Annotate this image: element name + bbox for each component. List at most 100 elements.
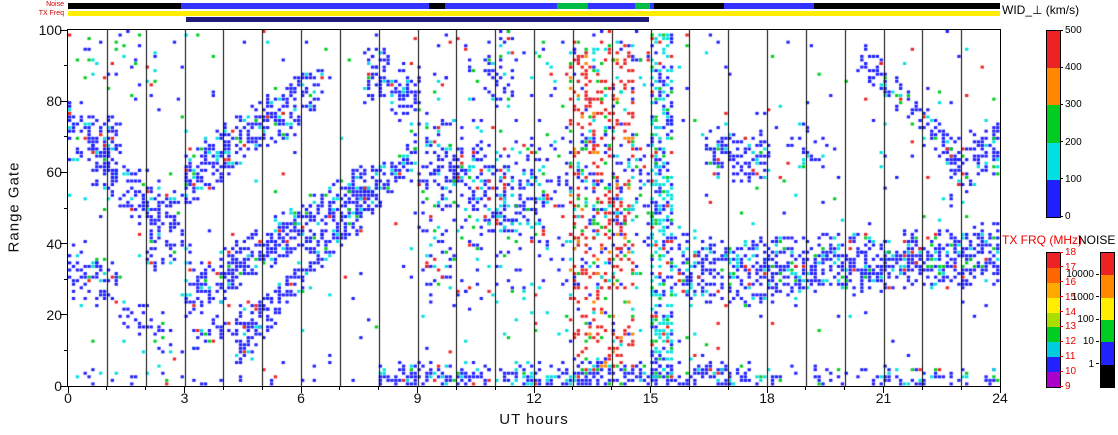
x-tick-label: 21 xyxy=(875,390,892,406)
x-tick xyxy=(145,386,147,390)
rti-heatmap-canvas xyxy=(68,30,1000,386)
txfrq-colorbar-segment xyxy=(1047,253,1060,268)
noise-status-strip xyxy=(68,3,1000,9)
x-tick xyxy=(378,386,380,390)
x-tick xyxy=(611,386,613,390)
noise-colorbar-tick-label: 1 xyxy=(1088,358,1094,370)
wid-colorbar-tick xyxy=(1060,66,1063,68)
txfrq-colorbar-tick xyxy=(1060,281,1063,283)
x-tick xyxy=(106,386,108,390)
txfrq-colorbar-tick-label: 10 xyxy=(1065,366,1077,378)
wid-colorbar-segment xyxy=(1047,31,1060,69)
x-tick-label: 18 xyxy=(759,390,775,406)
x-tick xyxy=(339,386,341,390)
wid-colorbar-segment xyxy=(1047,105,1060,143)
y-tick-label: 60 xyxy=(46,164,62,181)
txfrq-colorbar-tick xyxy=(1060,311,1063,313)
wid-colorbar-segment xyxy=(1047,179,1060,217)
x-tick xyxy=(650,386,651,393)
x-tick-label: 3 xyxy=(180,390,189,406)
x-tick xyxy=(184,386,185,393)
noise-colorbar-segment xyxy=(1101,364,1114,387)
wid-colorbar-tick xyxy=(1060,215,1063,217)
x-tick-label: 24 xyxy=(992,390,1008,406)
wid-colorbar-segment xyxy=(1047,68,1060,106)
y-tick xyxy=(64,207,67,209)
y-tick xyxy=(60,100,67,102)
x-tick xyxy=(921,386,923,390)
txfrq-colorbar-tick-label: 15 xyxy=(1065,291,1077,303)
wid-colorbar-tick xyxy=(1060,141,1063,143)
y-tick xyxy=(60,29,67,31)
x-tick-label: 9 xyxy=(413,390,422,406)
noise-colorbar-tick xyxy=(1096,318,1099,320)
noise-strip-segment xyxy=(557,3,589,9)
noise-colorbar-tick xyxy=(1096,296,1099,298)
x-tick xyxy=(455,386,457,390)
noise-strip-segment xyxy=(634,3,651,9)
txfrq-colorbar-tick xyxy=(1060,385,1063,387)
x-tick xyxy=(261,386,263,390)
txfrq-colorbar-tick xyxy=(1060,340,1063,342)
noise-colorbar-tick xyxy=(1096,273,1099,275)
txfreq-strip-label: TX Freq xyxy=(38,10,64,17)
y-axis-title: Range Gate xyxy=(5,161,23,253)
noise-strip-label: Noise xyxy=(46,1,64,8)
noise-strip-segment xyxy=(588,3,655,9)
y-tick-label: 80 xyxy=(46,93,62,110)
noise-colorbar-tick-label: 100 xyxy=(1077,314,1094,325)
txfrq-colorbar-segment xyxy=(1047,282,1060,298)
wid-colorbar-title: WID_⊥ (km/s) xyxy=(1002,3,1080,17)
wid-colorbar-tick-label: 200 xyxy=(1065,136,1082,148)
x-tick xyxy=(999,386,1001,393)
wid-colorbar-tick xyxy=(1060,103,1063,105)
x-tick xyxy=(844,386,846,390)
x-tick xyxy=(766,386,768,393)
txfrq-colorbar-tick-label: 9 xyxy=(1065,381,1071,392)
txfrq-colorbar-title: TX FRQ (MHz) xyxy=(1002,233,1082,247)
x-tick-label: 6 xyxy=(297,390,305,406)
x-tick xyxy=(960,386,962,390)
txfrq-colorbar-tick-label: 16 xyxy=(1065,276,1077,288)
wid-colorbar-segment xyxy=(1047,142,1060,180)
noise-colorbar-tick-label: 10000 xyxy=(1066,269,1094,281)
txfrq-colorbar-segment xyxy=(1047,372,1060,387)
txfreq-secondary-segment xyxy=(186,17,649,22)
x-tick xyxy=(417,386,418,393)
wid-colorbar-tick-label: 500 xyxy=(1065,25,1082,36)
noise-colorbar-tick xyxy=(1096,363,1099,365)
txfrq-colorbar-segment xyxy=(1047,312,1060,328)
txfrq-colorbar-tick-label: 11 xyxy=(1065,351,1076,363)
noise-colorbar-segment xyxy=(1101,342,1114,365)
x-tick-label: 0 xyxy=(64,390,72,406)
noise-strip-segment xyxy=(444,3,558,9)
txfrq-colorbar-tick xyxy=(1060,266,1063,268)
txfrq-colorbar-tick xyxy=(1060,325,1063,327)
y-tick xyxy=(60,243,67,245)
wid-colorbar-tick xyxy=(1060,178,1063,180)
x-axis-title: UT hours xyxy=(499,411,569,428)
noise-colorbar-tick-label: 1000 xyxy=(1071,291,1094,303)
txfrq-colorbar-segment xyxy=(1047,357,1060,372)
y-tick xyxy=(64,278,67,280)
x-tick xyxy=(494,386,496,390)
noise-colorbar xyxy=(1100,252,1115,388)
y-tick-label: 40 xyxy=(46,235,62,252)
x-tick-label: 12 xyxy=(526,390,542,406)
txfrq-colorbar-tick-label: 12 xyxy=(1065,336,1077,348)
y-tick xyxy=(60,171,67,173)
txfrq-colorbar-tick xyxy=(1060,296,1063,298)
x-tick xyxy=(805,386,807,390)
y-tick-label: 100 xyxy=(38,22,62,38)
wid-colorbar-tick-label: 400 xyxy=(1065,62,1082,74)
y-tick xyxy=(64,136,67,138)
noise-strip-segment xyxy=(180,3,430,9)
y-tick xyxy=(64,349,67,351)
txfrq-colorbar-tick xyxy=(1060,370,1063,372)
txfrq-colorbar-segment xyxy=(1047,327,1060,343)
txfrq-colorbar xyxy=(1046,252,1061,388)
noise-colorbar-segment xyxy=(1101,253,1114,276)
wid-colorbar xyxy=(1046,30,1061,218)
noise-colorbar-tick-label: 10 xyxy=(1082,336,1094,348)
x-tick-label: 15 xyxy=(642,390,659,406)
